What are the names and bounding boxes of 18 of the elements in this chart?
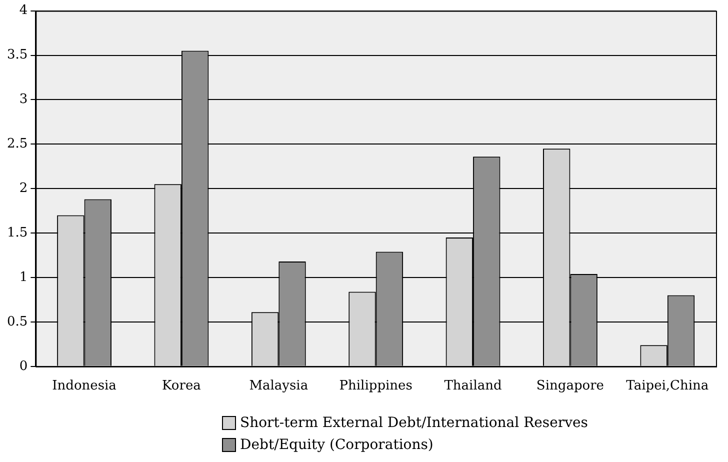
x-tick-label: Malaysia — [249, 378, 308, 394]
y-tick-label: 3 — [19, 92, 28, 108]
y-tick-label: 0.5 — [6, 314, 28, 330]
y-tick-label: 2 — [19, 180, 28, 196]
y-tick-label: 3.5 — [6, 48, 28, 63]
legend-label: Short-term External Debt/International Reserves — [240, 415, 588, 431]
x-tick-label: Indonesia — [52, 378, 117, 394]
y-tick-label: 0 — [19, 358, 28, 374]
y-tick-label: 2.5 — [6, 136, 28, 152]
x-tick-label: Thailand — [444, 378, 502, 394]
x-tick-label: Philippines — [339, 378, 412, 394]
legend-label: Debt/Equity (Corporations) — [240, 437, 434, 453]
y-tick-label: 4 — [19, 3, 28, 18]
y-tick-label: 1 — [19, 270, 28, 285]
x-tick-label: Singapore — [536, 378, 604, 394]
y-tick-label: 1.5 — [6, 225, 28, 240]
x-tick-label: Taipei,China — [626, 378, 709, 394]
x-tick-label: Korea — [162, 378, 202, 394]
